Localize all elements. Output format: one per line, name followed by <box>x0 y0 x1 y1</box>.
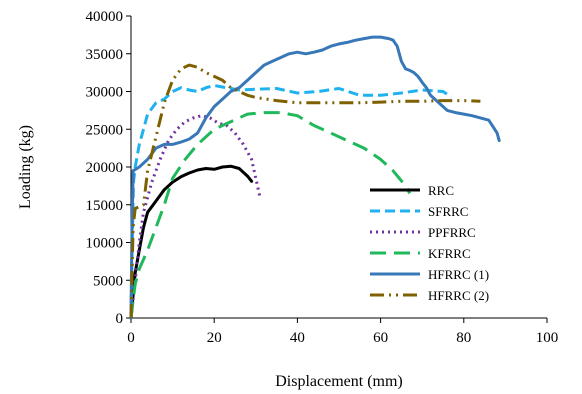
y-axis-title: Loading (kg) <box>17 125 34 209</box>
x-tick-label: 40 <box>290 330 305 346</box>
y-tick-label: 20000 <box>86 160 124 176</box>
series-line-kfrrc <box>129 111 412 319</box>
x-axis-title: Displacement (mm) <box>275 373 403 390</box>
legend-label: KFRRC <box>428 246 471 261</box>
legend-label: SFRRC <box>428 204 468 219</box>
y-tick-labels: 0 5000 10000 15000 20000 25000 30000 35000 40000 <box>86 9 131 327</box>
x-tick-label: 60 <box>373 330 388 346</box>
series-line-rrc <box>129 164 254 320</box>
legend-label: HFRRC (1) <box>428 267 489 282</box>
legend-label: HFRRC (2) <box>428 288 489 303</box>
series-line-ppfrrc <box>129 114 262 319</box>
x-tick-label: 20 <box>207 330 222 346</box>
series-line-hfrrc-1 <box>129 35 501 320</box>
legend: RRC SFRRC PPFRRC KFRRC HFRRC (1) HFRRC (2) <box>370 183 489 303</box>
y-tick-label: 25000 <box>86 122 124 138</box>
y-tick-label: 0 <box>116 311 124 327</box>
y-tick-label: 35000 <box>86 47 124 63</box>
y-tick-label: 15000 <box>86 198 124 214</box>
x-tick-labels: 0 20 40 60 80 100 <box>127 318 558 346</box>
legend-label: RRC <box>428 183 454 198</box>
legend-label: PPFRRC <box>428 225 476 240</box>
y-tick-label: 40000 <box>86 9 124 25</box>
y-tick-label: 5000 <box>93 273 123 289</box>
y-tick-label: 10000 <box>86 236 124 252</box>
x-tick-label: 100 <box>536 330 559 346</box>
x-tick-label: 80 <box>456 330 471 346</box>
series-line-sfrrc <box>129 84 453 319</box>
series-lines <box>129 35 501 320</box>
series-line-hfrrc-2 <box>129 63 481 319</box>
x-tick-label: 0 <box>127 330 135 346</box>
y-tick-label: 30000 <box>86 85 124 101</box>
